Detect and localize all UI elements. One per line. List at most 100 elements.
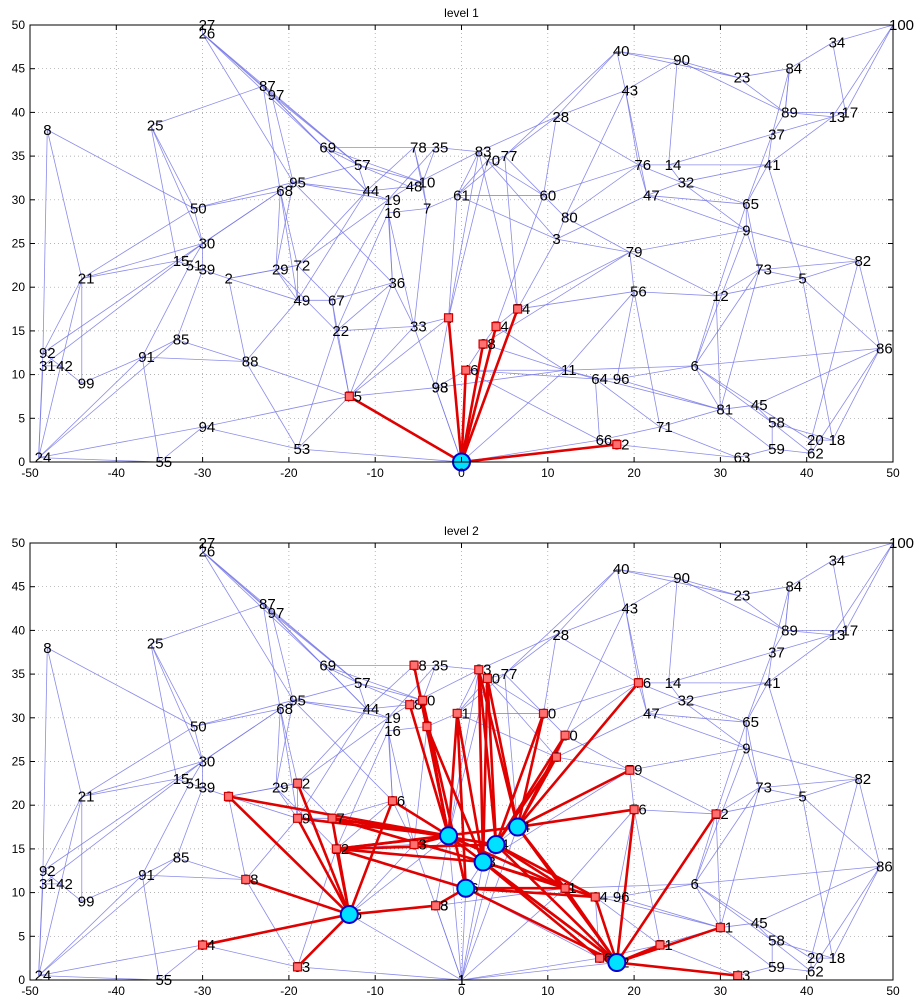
- network-edge: [565, 883, 695, 889]
- node-marker: [443, 313, 454, 323]
- network-edge: [564, 369, 721, 410]
- network-edge: [245, 818, 298, 880]
- network-edge: [392, 800, 415, 845]
- node-marker: [629, 804, 639, 815]
- highlight-markers: [344, 304, 622, 450]
- network-edge: [297, 708, 367, 784]
- network-edge: [38, 457, 160, 463]
- network-edge: [142, 339, 177, 358]
- network-edge: [357, 164, 367, 192]
- node-label: 44: [363, 183, 380, 200]
- network-edge: [323, 147, 359, 166]
- network-edge: [293, 699, 389, 719]
- node-label: 30: [199, 236, 216, 253]
- highlight-edge: [481, 860, 597, 899]
- network-edge: [801, 278, 833, 441]
- network-edge: [81, 208, 195, 279]
- node-label: 5: [798, 270, 806, 287]
- network-edge: [176, 339, 246, 362]
- node-label: 63: [734, 450, 751, 467]
- node-label: 45: [751, 915, 768, 932]
- network-edge: [387, 147, 436, 201]
- network-edge: [694, 883, 721, 928]
- network-edge: [435, 317, 449, 388]
- network-edge: [629, 252, 635, 292]
- network-edge: [659, 944, 738, 977]
- network-edge: [832, 348, 881, 441]
- network-edge: [681, 164, 768, 183]
- network-edge: [297, 708, 367, 819]
- network-edge: [564, 809, 635, 889]
- network-edge: [759, 778, 859, 789]
- network-edge: [465, 369, 600, 441]
- network-edge: [745, 230, 760, 270]
- node-label: 32: [678, 174, 695, 191]
- network-edge: [150, 125, 195, 209]
- network-edge: [681, 682, 768, 701]
- network-edge: [487, 155, 505, 161]
- highlight-edge: [464, 886, 597, 899]
- network-edge: [495, 195, 544, 327]
- network-edge: [202, 269, 229, 279]
- y-tick-label: 45: [12, 580, 26, 594]
- node-label: 89: [781, 104, 798, 121]
- network-edge: [478, 151, 518, 310]
- network-edge: [38, 356, 143, 458]
- highlight-edge: [335, 847, 468, 890]
- network-edge: [504, 50, 618, 157]
- y-tick-label: 20: [12, 280, 26, 294]
- network-edge: [754, 866, 881, 924]
- network-edge: [413, 317, 449, 327]
- node-marker: [223, 791, 234, 802]
- network-edge: [478, 151, 488, 161]
- node-label: 73: [755, 262, 772, 279]
- network-edge: [366, 147, 415, 192]
- network-edge: [262, 604, 281, 710]
- network-edge: [42, 129, 48, 353]
- node-label: 81: [716, 402, 733, 419]
- network-edge: [228, 278, 298, 301]
- axes: -50 -40 -30 -20 -10 0 10 20 30 40 50 0 5 10 15 20 25 30 35…: [12, 536, 900, 998]
- network-edge: [189, 761, 203, 784]
- node-label: 90: [673, 570, 690, 587]
- network-edge: [81, 356, 143, 384]
- node-label: 7: [423, 201, 431, 218]
- network-edge: [38, 339, 177, 458]
- network-edge: [202, 33, 324, 148]
- network-edge: [646, 195, 747, 231]
- network-edge: [767, 164, 803, 279]
- node-label: 47: [643, 705, 660, 722]
- node-label: 47: [643, 187, 660, 204]
- hub-marker: [456, 878, 476, 898]
- network-edge: [293, 699, 367, 710]
- network-edge: [715, 722, 747, 815]
- network-edge: [426, 195, 458, 209]
- network-edge: [504, 634, 557, 675]
- network-edge: [271, 612, 294, 701]
- network-edge: [141, 265, 191, 358]
- node-label: 8: [43, 122, 51, 139]
- network-edge: [737, 595, 786, 631]
- node-label: 30: [199, 754, 216, 771]
- network-edge: [616, 51, 626, 91]
- highlight-edge: [455, 712, 485, 864]
- network-edge: [646, 181, 682, 196]
- node-label: 18: [829, 950, 846, 967]
- node-label: 85: [173, 850, 190, 867]
- node-label: 82: [854, 253, 871, 270]
- highlight-edge: [296, 913, 351, 969]
- network-edge: [142, 356, 246, 362]
- network-edge: [349, 326, 415, 397]
- network-edge: [772, 940, 833, 959]
- network-edge: [202, 699, 294, 762]
- network-edge: [275, 787, 298, 819]
- network-edge: [616, 568, 678, 579]
- node-label: 25: [147, 118, 164, 135]
- network-edge: [349, 317, 449, 397]
- x-tick-label: 30: [714, 466, 728, 480]
- network-edge: [771, 940, 812, 972]
- network-edge: [275, 191, 281, 270]
- node-label: 85: [173, 332, 190, 349]
- network-edge: [858, 260, 881, 349]
- network-edge: [202, 551, 294, 701]
